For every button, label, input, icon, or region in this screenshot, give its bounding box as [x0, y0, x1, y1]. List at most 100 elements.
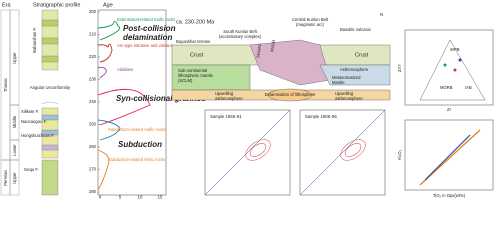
age-tick-label: 280	[89, 189, 97, 194]
cartoon	[171, 39, 391, 102]
path	[97, 149, 110, 191]
annotation: Adakites	[117, 67, 133, 72]
period: Permian	[3, 170, 8, 186]
rect	[41, 37, 59, 45]
ellipse	[245, 139, 271, 161]
rect	[9, 159, 20, 196]
count-tick-label: 5	[119, 195, 122, 200]
age-tick-label: 260	[89, 144, 97, 149]
label: Central Kunlun Belt	[292, 17, 329, 22]
rect	[204, 109, 291, 196]
label: (accretionary complex)	[219, 34, 262, 39]
sample-label: Sample 19SK-81	[210, 114, 242, 119]
right-plots	[404, 29, 494, 191]
ellipse	[249, 143, 267, 157]
axis-label: Al₂O₃	[397, 150, 402, 161]
field-label: MORB	[440, 85, 453, 90]
axis-label: TiO₂ in Opx(wt%)	[433, 193, 466, 198]
era-column	[0, 9, 20, 196]
annotation: Arc-type intrusive and volcanic	[117, 43, 174, 48]
age-tick-label: 210	[89, 32, 97, 37]
age-tick-label: 220	[89, 54, 97, 59]
field-label: IAB	[465, 85, 472, 90]
annotation: delamination	[123, 33, 172, 42]
epoch: Upper	[12, 172, 17, 184]
label: N	[380, 12, 383, 17]
formation: Hongshuichuan F.	[21, 133, 55, 138]
axis-label: Zr	[447, 107, 452, 112]
curves	[97, 21, 151, 191]
label: Mantle	[332, 80, 345, 85]
path	[97, 66, 107, 79]
count-tick-label: 0	[99, 195, 102, 200]
annotation: Post-collision	[123, 24, 176, 33]
rect	[404, 119, 494, 191]
rect	[404, 29, 494, 106]
label: lithospheric mantle	[178, 73, 214, 78]
label: Metasomatized	[332, 75, 361, 80]
circle	[443, 63, 447, 67]
ellipse	[267, 88, 313, 102]
path	[97, 21, 120, 41]
line	[299, 109, 386, 196]
path	[97, 88, 151, 126]
path	[97, 43, 113, 63]
circle	[458, 58, 462, 62]
label: Delamination of lithosphere	[265, 92, 316, 97]
label: South Kunlun Belt	[223, 29, 257, 34]
rect	[41, 129, 59, 136]
ellipse	[344, 143, 362, 157]
label: asthenosphere	[335, 96, 363, 101]
count-tick-label: 15	[158, 195, 163, 200]
era-header: Era	[2, 2, 12, 8]
hist-frame	[97, 9, 167, 196]
rect	[41, 114, 59, 121]
epoch: Lower	[12, 144, 17, 156]
formation: Gequ F.	[24, 167, 39, 172]
formation: Xilikete F.	[21, 109, 39, 114]
age-tick-label: 200	[89, 9, 97, 14]
label: Upwelling	[335, 91, 354, 96]
label: asthenosphere	[215, 96, 243, 101]
formation: Babaoshan F.	[32, 27, 37, 53]
label: Upwelling	[215, 91, 234, 96]
sample-label: Sample 19SK-86	[305, 114, 337, 119]
label: (SCLM)	[178, 78, 193, 83]
age-tick-label: 230	[89, 77, 97, 82]
label: SKMAF	[255, 43, 263, 59]
axis-label: Zr/Y	[397, 64, 402, 72]
age-tick-label: 240	[89, 99, 97, 104]
figure: Era Stratigraphic profile Age Triassic P…	[0, 2, 494, 200]
rect	[299, 109, 386, 196]
label: Crust	[190, 52, 204, 58]
label: ANSM	[269, 39, 276, 52]
epoch: Middle	[12, 115, 17, 128]
field-label: WPB	[450, 47, 460, 52]
annotation: Extensional-related mafic rocks	[117, 17, 175, 22]
strat-column	[41, 9, 59, 196]
label: Basaltic volcanic	[340, 27, 371, 32]
age-tick-label: 250	[89, 122, 97, 127]
annotation: Subduction	[118, 140, 162, 149]
annotation: Subduction-related felsic rocks	[108, 157, 165, 162]
rect	[41, 159, 59, 196]
count-tick-label: 10	[138, 195, 143, 200]
path	[419, 39, 486, 101]
rect	[41, 19, 59, 27]
label: Crust	[355, 52, 369, 58]
annotation: Syn-collisional granites	[116, 94, 206, 103]
age-header: Age	[103, 2, 113, 8]
ellipse	[340, 139, 366, 161]
epoch: Upper	[12, 52, 17, 64]
profile-header: Stratigraphic profile	[33, 2, 80, 8]
formation: Angular Unconformity	[30, 85, 71, 90]
sample-plots	[204, 109, 386, 196]
period: Triassic	[3, 78, 8, 92]
annotation: Subduction-related mafic rocks	[108, 127, 166, 132]
line	[204, 109, 291, 196]
age-tick-label: 270	[89, 167, 97, 172]
path	[97, 119, 121, 141]
label: (magmatic arc)	[296, 22, 325, 27]
circle	[453, 68, 457, 72]
